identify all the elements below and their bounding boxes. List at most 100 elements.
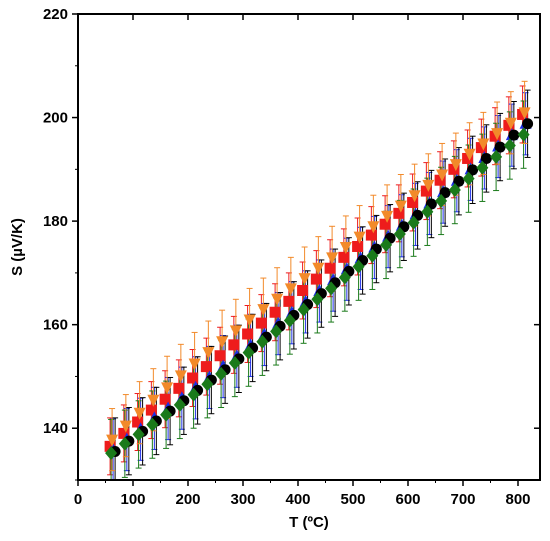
data-point (283, 313, 296, 328)
data-point (118, 427, 130, 439)
data-point (453, 175, 465, 187)
data-point (297, 302, 310, 317)
data-point (147, 394, 160, 407)
data-point (118, 436, 131, 451)
x-tick-label: 800 (505, 491, 530, 508)
data-point (119, 420, 132, 433)
x-tick-label: 300 (230, 491, 255, 508)
x-tick-label: 100 (120, 491, 145, 508)
data-point (393, 227, 406, 242)
x-tick-label: 400 (285, 491, 310, 508)
series-diamond (105, 127, 530, 461)
series-square (104, 108, 529, 452)
data-point (242, 345, 255, 360)
data-point (436, 169, 449, 182)
y-tick-label: 220 (43, 6, 68, 23)
data-point (228, 339, 240, 351)
x-tick-label: 500 (340, 491, 365, 508)
data-point (187, 387, 200, 402)
y-axis-ticks: 140 160 180 200 220 (43, 6, 540, 481)
y-tick-label: 160 (43, 317, 68, 334)
data-point (475, 142, 487, 154)
data-point (133, 407, 146, 420)
data-point (449, 159, 462, 172)
data-point (271, 293, 284, 306)
data-point (312, 262, 325, 275)
y-tick-label: 200 (43, 110, 68, 127)
data-point (105, 446, 118, 461)
data-point (228, 355, 241, 370)
data-point (408, 190, 421, 203)
x-tick-label: 700 (450, 491, 475, 508)
data-point (326, 252, 339, 265)
data-point (448, 163, 460, 175)
data-point (338, 270, 351, 285)
data-point (380, 237, 393, 252)
data-point (257, 304, 270, 317)
data-point (480, 152, 492, 164)
data-point (202, 347, 215, 360)
data-point (352, 259, 365, 274)
data-point (132, 427, 145, 442)
data-point (491, 128, 504, 141)
data-point (379, 218, 391, 230)
data-point (435, 193, 448, 208)
plot-frame (77, 13, 541, 481)
data-point (407, 196, 419, 208)
series-triangle-down (106, 107, 531, 447)
data-point (132, 416, 144, 428)
data-point (201, 377, 214, 392)
data-point (311, 292, 324, 307)
data-point (393, 207, 405, 219)
data-point (381, 210, 394, 223)
data-point (422, 179, 435, 192)
data-point (462, 171, 475, 186)
data-point (269, 306, 281, 318)
data-point (188, 358, 201, 371)
data-point (173, 397, 186, 412)
data-point (255, 317, 267, 329)
data-point (462, 152, 474, 164)
data-point (494, 141, 506, 153)
data-point (324, 262, 336, 274)
data-points (104, 107, 534, 461)
data-point (243, 314, 256, 327)
data-point (394, 200, 407, 213)
data-point (106, 434, 119, 447)
data-point (104, 440, 116, 452)
data-point (338, 251, 350, 263)
data-point (366, 248, 379, 263)
data-point (145, 404, 157, 416)
data-point (476, 160, 489, 175)
data-point (367, 221, 380, 234)
data-point (146, 417, 159, 432)
data-point (518, 107, 531, 120)
y-tick-label: 140 (43, 420, 68, 437)
data-point (504, 117, 517, 130)
data-point (339, 242, 352, 254)
data-point (256, 334, 269, 349)
data-point (187, 372, 199, 384)
data-point (463, 148, 476, 161)
data-point (365, 229, 377, 241)
data-point (298, 273, 311, 286)
data-point (325, 281, 338, 296)
data-point (270, 324, 283, 339)
data-point (477, 138, 490, 151)
x-axis-ticks: 0 100 200 300 400 500 600 700 800 (74, 14, 531, 508)
data-point (159, 393, 171, 405)
data-point (522, 118, 534, 130)
data-point (503, 138, 516, 153)
data-point (160, 407, 173, 422)
data-point (353, 231, 366, 244)
data-point (297, 284, 309, 296)
data-point (420, 185, 432, 197)
data-point (283, 295, 295, 307)
x-tick-label: 0 (74, 491, 82, 508)
data-point (448, 183, 461, 198)
data-point (421, 204, 434, 219)
y-tick-label: 180 (43, 213, 68, 230)
data-point (517, 127, 530, 142)
data-point (214, 350, 226, 362)
